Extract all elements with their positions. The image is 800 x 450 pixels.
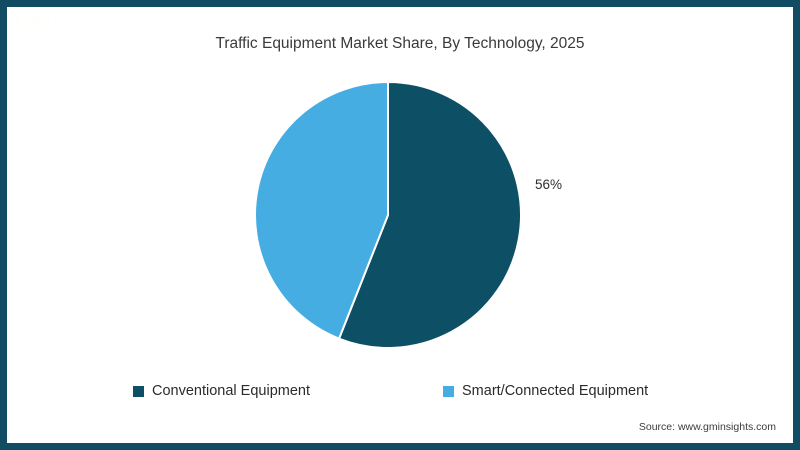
- legend-swatch-icon: [133, 385, 144, 397]
- legend-item-label: Conventional Equipment: [152, 383, 310, 399]
- legend-item-label: Smart/Connected Equipment: [462, 383, 649, 399]
- pie-svg: [254, 81, 522, 349]
- gmi-watermark: GMI: [15, 9, 59, 34]
- chart-title: Traffic Equipment Market Share, By Techn…: [215, 35, 585, 52]
- chart-canvas: GMI Traffic Equipment Market Share, By T…: [7, 7, 793, 443]
- pie-slice-value-label: 56%: [535, 177, 563, 192]
- legend-item-smart-connected-equipment[interactable]: Smart/Connected Equipment: [443, 379, 648, 403]
- pie-slice-smart-connected-equipment[interactable]: [254, 81, 389, 340]
- pie-chart: [254, 81, 522, 349]
- legend-item-conventional-equipment[interactable]: Conventional Equipment: [133, 379, 310, 403]
- pie-slice-conventional-equipment[interactable]: [337, 81, 522, 349]
- chart-legend: Conventional Equipment Smart/Connected E…: [7, 379, 793, 403]
- legend-swatch-icon: [443, 385, 454, 397]
- source-attribution: Source: www.gminsights.com: [638, 421, 776, 433]
